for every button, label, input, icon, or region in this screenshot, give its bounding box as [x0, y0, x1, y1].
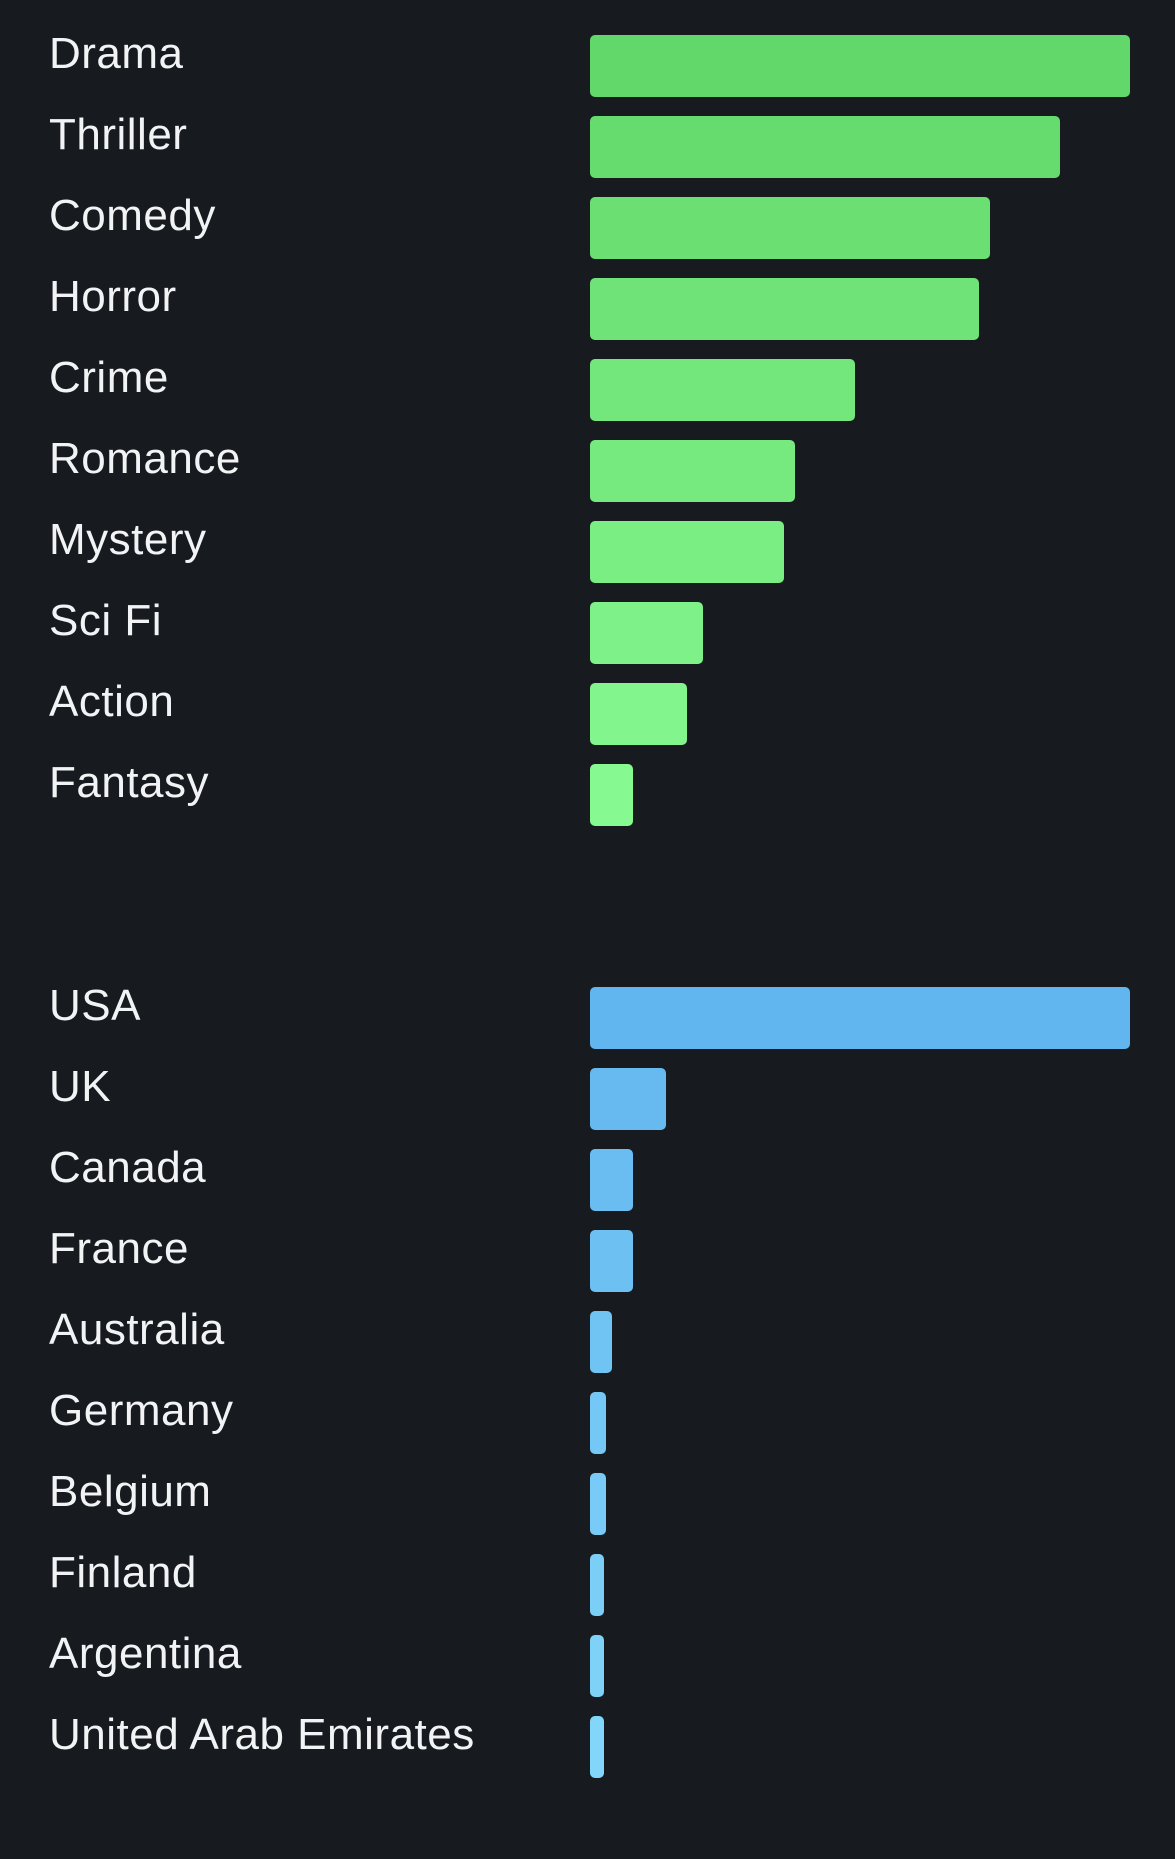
bar-row-action: Action [0, 662, 1175, 745]
bar-usa [590, 987, 1130, 1049]
bar-crime [590, 359, 855, 421]
bar-row-thriller: Thriller [0, 95, 1175, 178]
bar-action [590, 683, 688, 745]
bar-row-uk: UK [0, 1047, 1175, 1130]
category-label: Fantasy [49, 758, 210, 807]
bar-row-belgium: Belgium [0, 1452, 1175, 1535]
bar-row-sci-fi: Sci Fi [0, 581, 1175, 664]
bar-mystery [590, 521, 785, 583]
bar-romance [590, 440, 796, 502]
category-label: Romance [49, 434, 241, 483]
bar-row-argentina: Argentina [0, 1614, 1175, 1697]
bar-row-drama: Drama [0, 14, 1175, 97]
category-label: USA [49, 981, 141, 1030]
bar-row-romance: Romance [0, 419, 1175, 502]
category-label: Crime [49, 353, 169, 402]
bar-row-france: France [0, 1209, 1175, 1292]
bar-horror [590, 278, 979, 340]
bar-row-fantasy: Fantasy [0, 743, 1175, 826]
bar-row-finland: Finland [0, 1533, 1175, 1616]
category-label: Australia [49, 1305, 225, 1354]
bar-canada [590, 1149, 634, 1211]
bar-belgium [590, 1473, 607, 1535]
category-label: Thriller [49, 110, 188, 159]
category-label: Argentina [49, 1629, 242, 1678]
category-label: Germany [49, 1386, 234, 1435]
bar-row-crime: Crime [0, 338, 1175, 421]
category-label: Comedy [49, 191, 216, 240]
bar-row-horror: Horror [0, 257, 1175, 340]
category-label: Horror [49, 272, 177, 321]
bar-france [590, 1230, 634, 1292]
bar-row-germany: Germany [0, 1371, 1175, 1454]
bar-drama [590, 35, 1130, 97]
bar-sci-fi [590, 602, 704, 664]
category-label: Canada [49, 1143, 207, 1192]
bar-united-arab-emirates [590, 1716, 604, 1778]
category-label: United Arab Emirates [49, 1710, 475, 1759]
bar-row-canada: Canada [0, 1128, 1175, 1211]
bar-uk [590, 1068, 666, 1130]
category-label: Mystery [49, 515, 207, 564]
category-label: UK [49, 1062, 112, 1111]
category-label: Finland [49, 1548, 197, 1597]
bar-row-comedy: Comedy [0, 176, 1175, 259]
bar-row-united-arab-emirates: United Arab Emirates [0, 1695, 1175, 1778]
category-label: Action [49, 677, 175, 726]
category-label: France [49, 1224, 189, 1273]
bar-row-mystery: Mystery [0, 500, 1175, 583]
bar-thriller [590, 116, 1060, 178]
bar-fantasy [590, 764, 634, 826]
bar-row-usa: USA [0, 966, 1175, 1049]
bar-row-australia: Australia [0, 1290, 1175, 1373]
category-label: Belgium [49, 1467, 212, 1516]
bar-australia [590, 1311, 612, 1373]
category-label: Drama [49, 29, 184, 78]
category-label: Sci Fi [49, 596, 162, 645]
bar-comedy [590, 197, 990, 259]
bar-argentina [590, 1635, 604, 1697]
bar-germany [590, 1392, 607, 1454]
bar-finland [590, 1554, 604, 1616]
